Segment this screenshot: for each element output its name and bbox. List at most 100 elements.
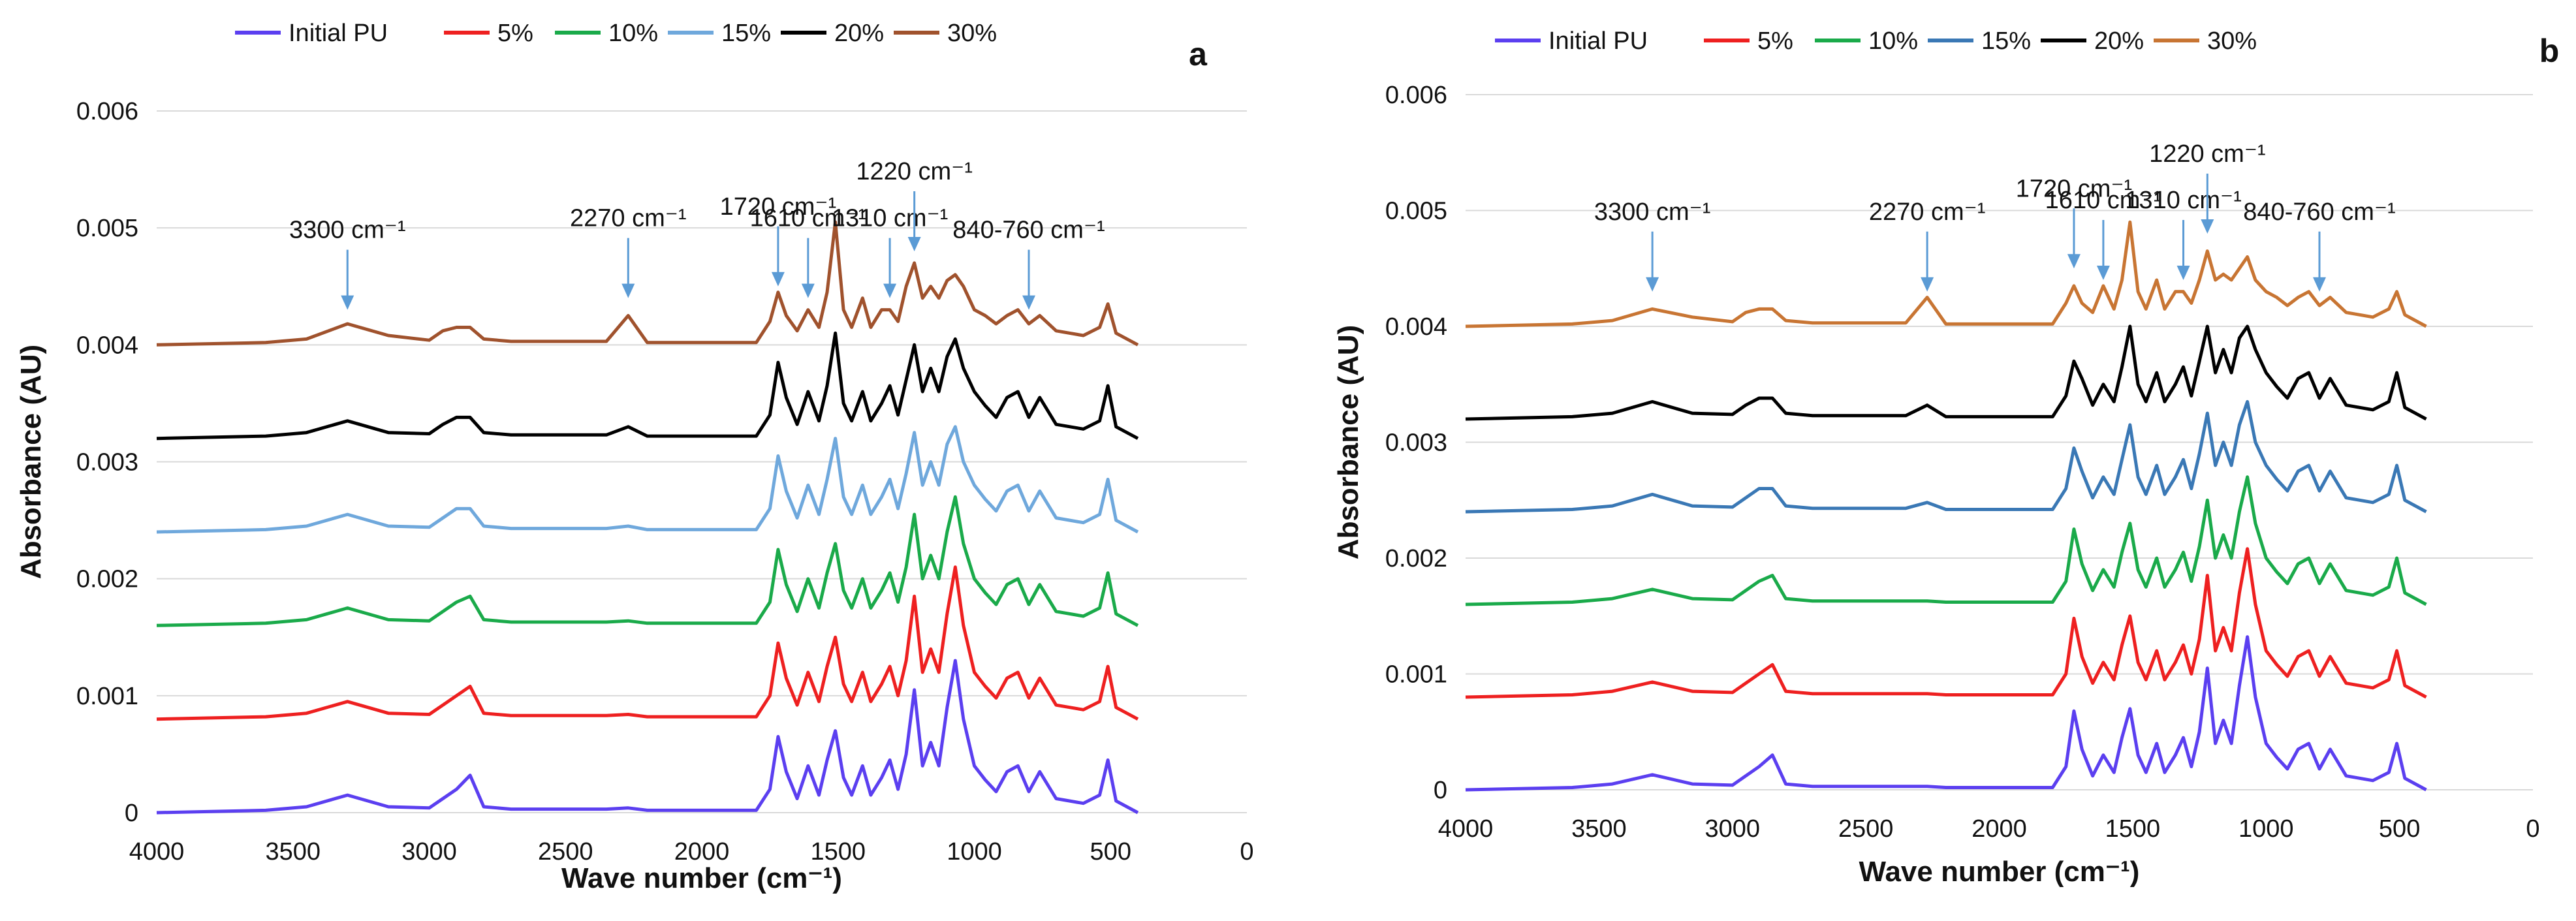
- legend-item: 15%: [1928, 27, 2031, 55]
- y-tick-label: 0.001: [1385, 661, 1447, 689]
- annotation-arrow-head: [883, 283, 897, 298]
- x-tick-label: 4000: [1438, 815, 1494, 843]
- y-tick-label: 0.005: [76, 215, 138, 242]
- x-tick-label: 1500: [2105, 815, 2161, 843]
- peak-label: 1610 cm⁻¹: [2045, 187, 2161, 214]
- x-tick-label: 3000: [1704, 815, 1760, 843]
- series-line-1: [156, 565, 1139, 721]
- legend-item: 5%: [444, 20, 533, 47]
- peak-label: 3300 cm⁻¹: [1594, 198, 1710, 226]
- series-line-3: [156, 425, 1139, 534]
- y-tick-label: 0.002: [76, 566, 138, 593]
- legend-label: 10%: [608, 20, 658, 47]
- panel-b: 0 0.001 0.002 0.003 0.004 0.005 0.006 4000 3500 3…: [1332, 27, 2559, 888]
- legend-item: 10%: [555, 20, 658, 47]
- peak-label: 1220 cm⁻¹: [856, 158, 972, 185]
- legend-label: Initial PU: [289, 20, 388, 47]
- peak-label: 2270 cm⁻¹: [570, 205, 686, 232]
- series-line-1: [1465, 547, 2427, 699]
- series-line-5: [156, 220, 1139, 347]
- legend-item: 20%: [2041, 27, 2144, 55]
- legend-item: 15%: [668, 20, 771, 47]
- x-tick-label: 1000: [2238, 815, 2294, 843]
- legend-item: 10%: [1815, 27, 1918, 55]
- peak-label: 840-760 cm⁻¹: [2243, 198, 2395, 226]
- annotation-arrow-head: [907, 237, 921, 251]
- legend-item: 30%: [2154, 27, 2257, 55]
- legend-label: Initial PU: [1548, 27, 1648, 55]
- x-tick-label: 2500: [1838, 815, 1894, 843]
- legend-label: 20%: [2094, 27, 2144, 55]
- annotation-arrow-head: [2201, 219, 2214, 234]
- y-axis-title: Absorbance (AU): [1332, 325, 1364, 559]
- annotation-arrow-head: [2176, 266, 2190, 280]
- x-tick-label: 1000: [947, 838, 1002, 866]
- annotation-arrow-head: [2096, 266, 2110, 280]
- series-line-0: [156, 659, 1139, 815]
- y-tick-label: 0: [1434, 777, 1447, 804]
- annotation-arrow-head: [621, 283, 635, 298]
- annotation-arrow-head: [1646, 277, 1659, 292]
- legend-item: 20%: [781, 20, 884, 47]
- panel-label: b: [2539, 33, 2560, 69]
- x-axis-title: Wave number (cm⁻¹): [1859, 856, 2140, 888]
- legend-item: Initial PU: [1495, 27, 1648, 55]
- peak-label: 1310 cm⁻¹: [832, 205, 948, 232]
- series-line-2: [156, 495, 1139, 627]
- series-line-4: [1465, 324, 2427, 421]
- legend-label: 15%: [721, 20, 771, 47]
- x-tick-label: 2000: [1971, 815, 2027, 843]
- x-tick-label: 4000: [129, 838, 185, 866]
- panel-label: a: [1189, 36, 1208, 72]
- y-tick-label: 0: [125, 800, 138, 827]
- series-line-5: [1465, 220, 2427, 328]
- x-tick-label: 1500: [810, 838, 866, 866]
- legend-label: 30%: [947, 20, 997, 47]
- x-tick-label: 500: [2379, 815, 2420, 843]
- y-tick-label: 0.003: [1385, 429, 1447, 457]
- x-tick-label: 500: [1090, 838, 1131, 866]
- series-line-0: [1465, 635, 2427, 792]
- peak-label: 3300 cm⁻¹: [289, 217, 405, 244]
- x-tick-label: 0: [2526, 815, 2539, 843]
- annotation-arrow-head: [1921, 277, 1934, 292]
- y-tick-label: 0.006: [76, 98, 138, 125]
- legend-label: 30%: [2207, 27, 2257, 55]
- y-tick-label: 0.003: [76, 449, 138, 476]
- legend-label: 15%: [1981, 27, 2031, 55]
- legend-label: 5%: [497, 20, 533, 47]
- legend-item: Initial PU: [235, 20, 388, 47]
- y-tick-label: 0.006: [1385, 82, 1447, 109]
- peak-label: 1220 cm⁻¹: [2149, 140, 2265, 168]
- series-line-2: [1465, 475, 2427, 606]
- peak-label: 2270 cm⁻¹: [1869, 198, 1985, 226]
- x-tick-label: 2500: [538, 838, 593, 866]
- x-tick-label: 3500: [1571, 815, 1627, 843]
- x-tick-label: 0: [1240, 838, 1253, 866]
- x-tick-label: 3500: [265, 838, 321, 866]
- legend-item: 5%: [1704, 27, 1793, 55]
- legend-label: 5%: [1757, 27, 1793, 55]
- peak-label: 1720 cm⁻¹: [720, 193, 836, 221]
- annotation-arrow-head: [801, 283, 815, 298]
- x-axis-title: Wave number (cm⁻¹): [561, 862, 842, 894]
- y-tick-label: 0.001: [76, 683, 138, 710]
- y-tick-label: 0.004: [1385, 313, 1447, 341]
- series-line-3: [1465, 399, 2427, 514]
- annotation-arrow-head: [2067, 254, 2081, 269]
- annotation-arrow-head: [1022, 295, 1035, 310]
- peak-label: 1310 cm⁻¹: [2125, 187, 2241, 214]
- annotation-arrow-head: [771, 272, 785, 287]
- peak-label: 1610 cm⁻¹: [750, 205, 866, 232]
- y-axis-title: Absorbance (AU): [15, 345, 47, 579]
- x-tick-label: 2000: [674, 838, 730, 866]
- annotation-arrow-head: [341, 295, 354, 310]
- series-line-4: [156, 331, 1139, 441]
- annotation-arrow-head: [2313, 277, 2326, 292]
- legend-item: 30%: [894, 20, 997, 47]
- legend-label: 20%: [834, 20, 884, 47]
- peak-label: 840-760 cm⁻¹: [952, 217, 1105, 244]
- y-tick-label: 0.004: [76, 332, 138, 359]
- y-tick-label: 0.005: [1385, 198, 1447, 225]
